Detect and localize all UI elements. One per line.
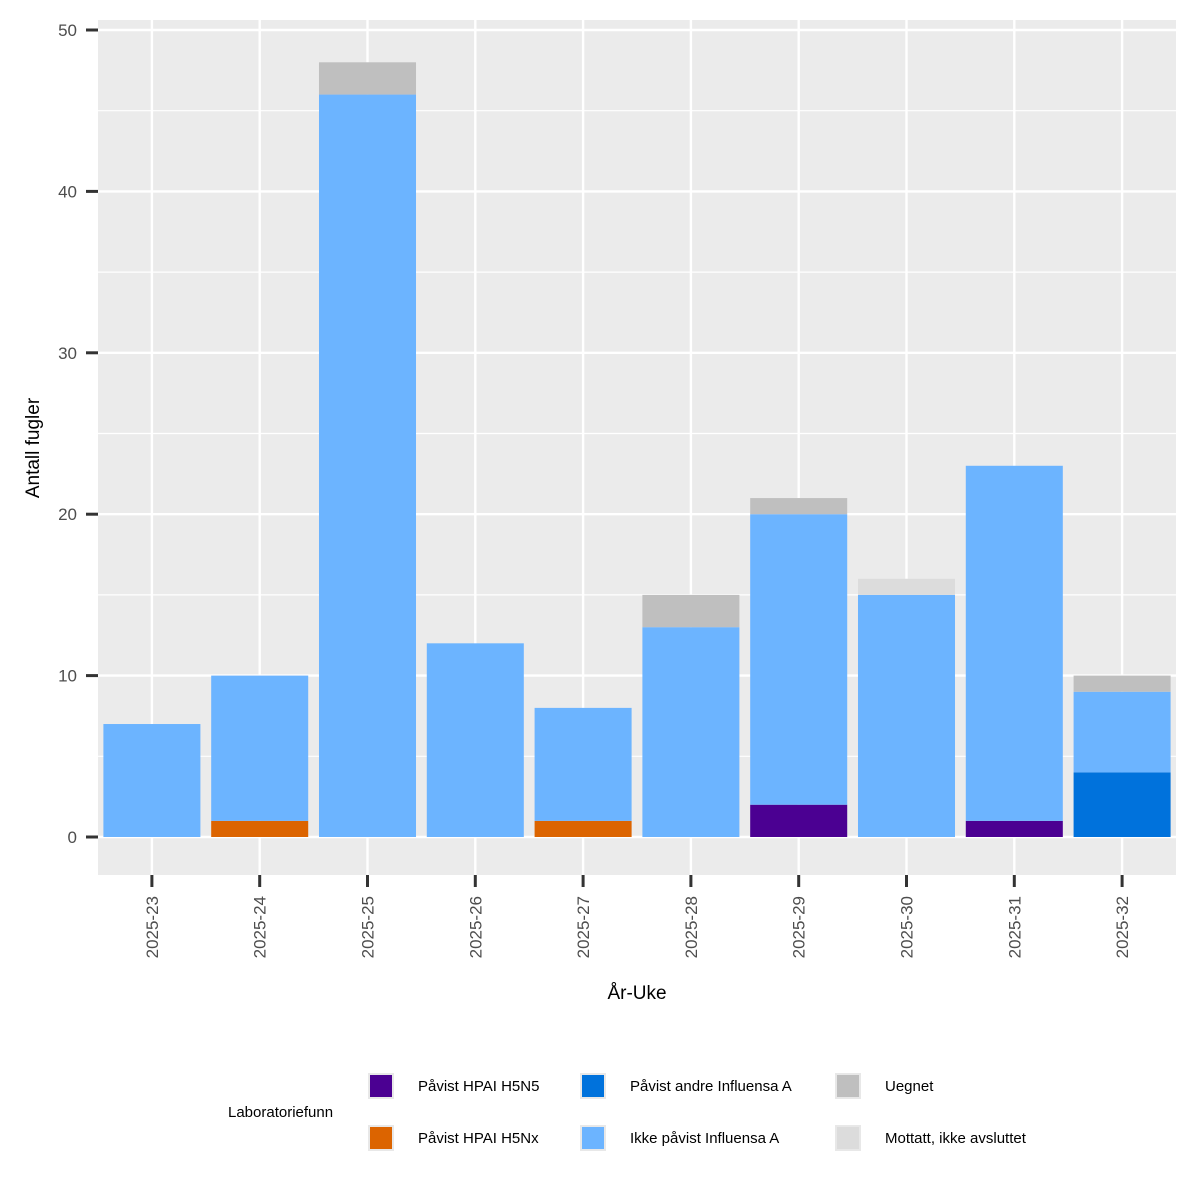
x-tick-label: 2025-26 bbox=[466, 896, 485, 958]
bar-segment bbox=[750, 498, 848, 515]
legend-title: Laboratoriefunn bbox=[228, 1104, 334, 1121]
x-tick-label: 2025-24 bbox=[251, 896, 270, 958]
legend-label: Påvist andre Influensa A bbox=[630, 1077, 792, 1095]
y-tick-label: 50 bbox=[58, 21, 77, 40]
legend-item: Påvist HPAI H5N5 bbox=[368, 1073, 539, 1099]
x-tick-label: 2025-32 bbox=[1113, 896, 1132, 958]
bars bbox=[103, 62, 1171, 837]
bar-segment bbox=[965, 820, 1063, 837]
bar-segment bbox=[965, 465, 1063, 821]
bar-segment bbox=[750, 514, 848, 805]
bar-segment bbox=[857, 594, 956, 837]
x-axis: 2025-23 2025-24 2025-25 2025-26 2025-27 2025-… bbox=[143, 875, 1132, 958]
x-tick-label: 2025-28 bbox=[682, 896, 701, 958]
legend-swatch bbox=[368, 1125, 394, 1151]
legend-swatch bbox=[580, 1073, 606, 1099]
legend-item: Uegnet bbox=[835, 1073, 933, 1099]
bar-segment bbox=[1073, 772, 1171, 837]
y-tick-label: 10 bbox=[58, 667, 77, 686]
x-axis-title: År-Uke bbox=[607, 983, 666, 1004]
legend-label: Påvist HPAI H5N5 bbox=[418, 1077, 540, 1095]
bar-segment bbox=[750, 804, 848, 837]
legend-label: Ikke påvist Influensa A bbox=[630, 1129, 780, 1147]
bar-segment bbox=[103, 724, 201, 837]
x-tick-label: 2025-30 bbox=[898, 896, 917, 958]
legend-swatch bbox=[835, 1073, 861, 1099]
legend-item: Påvist HPAI H5Nx bbox=[368, 1125, 539, 1151]
bar-segment bbox=[426, 643, 524, 837]
y-tick-label: 40 bbox=[58, 182, 77, 201]
legend-item: Ikke påvist Influensa A bbox=[580, 1125, 779, 1151]
bar-segment bbox=[642, 627, 740, 837]
legend-label: Uegnet bbox=[885, 1077, 934, 1095]
bar-segment bbox=[1073, 675, 1171, 692]
bar-segment bbox=[318, 94, 417, 837]
y-tick-label: 0 bbox=[68, 828, 77, 847]
x-tick-label: 2025-25 bbox=[359, 896, 378, 958]
y-axis-title: Antall fugler bbox=[23, 397, 44, 498]
x-tick-label: 2025-31 bbox=[1005, 896, 1024, 958]
bar-segment bbox=[534, 707, 632, 821]
legend-swatch bbox=[580, 1125, 606, 1151]
legend: Laboratoriefunn Påvist HPAI H5N5 Påvist H… bbox=[228, 1068, 1128, 1168]
x-tick-label: 2025-29 bbox=[790, 896, 809, 958]
y-axis: 0 10 20 30 40 50 bbox=[58, 21, 98, 847]
bar-segment bbox=[211, 675, 309, 821]
y-tick-label: 30 bbox=[58, 344, 77, 363]
legend-label: Påvist HPAI H5Nx bbox=[418, 1129, 539, 1147]
bar-segment bbox=[857, 578, 956, 595]
bar-segment bbox=[318, 62, 417, 95]
legend-item: Mottatt, ikke avsluttet bbox=[835, 1125, 1026, 1151]
x-tick-label: 2025-23 bbox=[143, 896, 162, 958]
y-tick-label: 20 bbox=[58, 505, 77, 524]
bar-segment bbox=[534, 820, 632, 837]
bar-segment bbox=[1073, 691, 1171, 773]
legend-label: Mottatt, ikke avsluttet bbox=[885, 1129, 1026, 1147]
legend-item: Påvist andre Influensa A bbox=[580, 1073, 792, 1099]
x-tick-label: 2025-27 bbox=[574, 896, 593, 958]
bar-segment bbox=[642, 594, 740, 628]
bar-segment bbox=[211, 820, 309, 837]
legend-swatch bbox=[368, 1073, 394, 1099]
legend-swatch bbox=[835, 1125, 861, 1151]
